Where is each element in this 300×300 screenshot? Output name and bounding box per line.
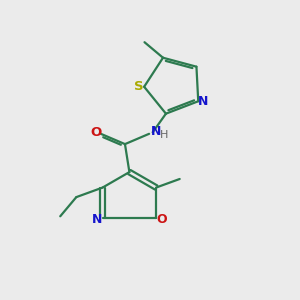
Text: S: S bbox=[134, 80, 144, 93]
Text: O: O bbox=[156, 213, 167, 226]
Text: H: H bbox=[160, 130, 169, 140]
Text: N: N bbox=[151, 125, 161, 138]
Text: N: N bbox=[92, 213, 103, 226]
Text: O: O bbox=[90, 126, 101, 139]
Text: N: N bbox=[198, 95, 209, 108]
